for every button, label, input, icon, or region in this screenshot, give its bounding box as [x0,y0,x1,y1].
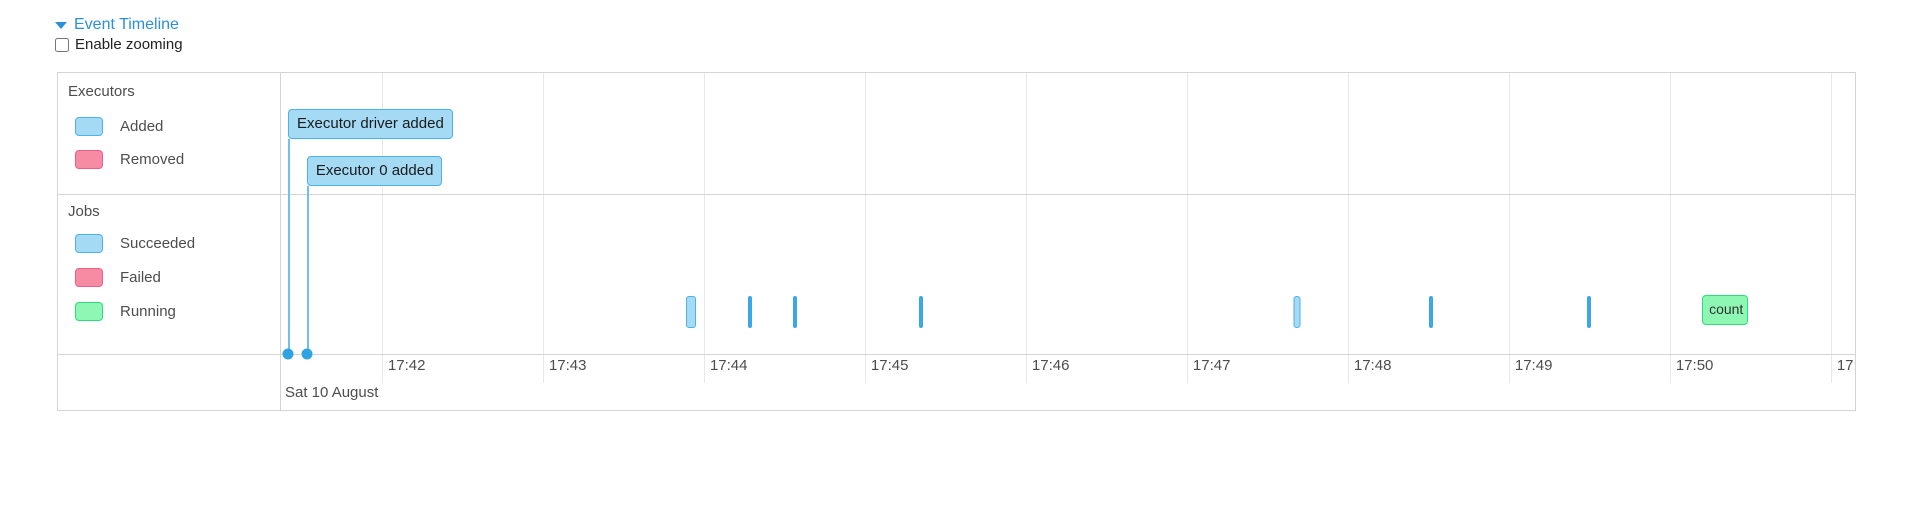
grid-line [381,73,383,383]
axis-tick-label: 17:49 [1514,357,1553,374]
plot-area: Sat 10 August 17:42 17:43 17:44 17:45 17:46 1… [280,73,1855,410]
grid-line [1830,73,1832,383]
enable-zooming-checkbox[interactable] [55,37,69,52]
axis-tick-label: 17:45 [870,357,909,374]
axis-tick-label: 17:46 [1031,357,1070,374]
executor-event-box[interactable]: Executor driver added [288,109,453,139]
running-label: Running [120,303,176,320]
job-bar[interactable] [919,296,924,328]
added-label: Added [120,118,164,135]
jobs-lane-title: Jobs [68,203,100,220]
axis-tick-label: 17:44 [709,357,748,374]
event-connector-line [288,139,291,354]
job-bar[interactable] [793,296,798,328]
axis-tick-label: 17:43 [548,357,587,374]
axis-tick-label: 17:48 [1353,357,1392,374]
added-color-swatch [75,117,103,136]
job-bar[interactable] [1429,296,1434,328]
legend-item-succeeded: Succeeded [75,234,195,253]
executor-event-box[interactable]: Executor 0 added [306,156,443,186]
event-dot [301,348,313,360]
grid-line [703,73,705,383]
axis-date-label: Sat 10 August [285,384,379,401]
grid-line [1508,73,1510,383]
enable-zooming-row: Enable zooming [55,36,183,53]
event-timeline-toggle-link[interactable]: Event Timeline [55,16,179,34]
axis-line [58,354,1855,355]
event-timeline-title: Event Timeline [74,16,179,33]
job-bar[interactable] [1587,296,1592,328]
legend-item-failed: Failed [75,268,161,287]
event-timeline-chart: Executors Added Removed Jobs Succeeded F… [57,72,1856,411]
chevron-down-icon [55,21,67,29]
grid-line [1669,73,1671,383]
removed-color-swatch [75,150,103,169]
job-bar[interactable] [747,296,752,328]
removed-label: Removed [120,151,185,168]
grid-line [1025,73,1027,383]
executors-lane-title: Executors [68,83,135,100]
failed-color-swatch [75,268,103,287]
legend-item-added: Added [75,117,163,136]
event-connector-line [306,186,309,354]
legend-item-running: Running [75,302,176,321]
legend-item-removed: Removed [75,150,184,169]
succeeded-color-swatch [75,234,103,253]
grid-line [1347,73,1349,383]
grid-line [864,73,866,383]
job-bar[interactable] [685,296,696,328]
legend-column-divider [280,73,281,410]
running-color-swatch [75,302,103,321]
running-job-box[interactable]: count [1702,295,1748,325]
event-dot [282,348,294,360]
axis-tick-label: 17:50 [1675,357,1714,374]
job-bar[interactable] [1293,296,1301,328]
lane-divider [58,194,1855,195]
enable-zooming-label: Enable zooming [75,36,183,53]
axis-tick-label: 17:42 [387,357,426,374]
axis-tick-label: 17:47 [1192,357,1231,374]
grid-line [542,73,544,383]
succeeded-label: Succeeded [120,235,196,252]
axis-tick-label: 17:51 [1836,357,1855,374]
failed-label: Failed [120,269,161,286]
grid-line [1186,73,1188,383]
